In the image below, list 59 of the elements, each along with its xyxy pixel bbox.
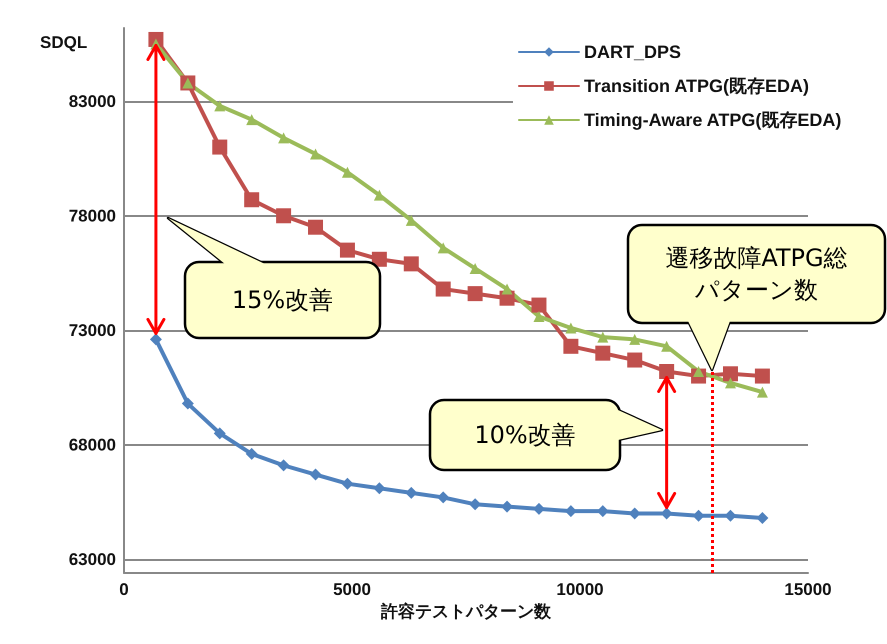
point bbox=[595, 346, 610, 361]
point bbox=[565, 322, 576, 334]
point bbox=[469, 498, 482, 510]
point bbox=[436, 282, 451, 297]
legend-label: DART_DPS bbox=[584, 42, 681, 62]
point bbox=[405, 486, 418, 499]
legend-label: Timing-Aware ATPG(既存EDA) bbox=[584, 110, 842, 130]
point bbox=[212, 140, 228, 155]
point bbox=[182, 398, 194, 410]
point bbox=[502, 284, 513, 295]
point bbox=[214, 100, 226, 112]
point bbox=[310, 468, 322, 481]
point bbox=[756, 386, 768, 398]
point bbox=[404, 256, 419, 272]
annotation: 10%改善 bbox=[474, 420, 576, 451]
y-tick-label: 63000 bbox=[68, 550, 116, 569]
point bbox=[214, 427, 226, 440]
point bbox=[627, 352, 642, 368]
point bbox=[437, 491, 450, 504]
point bbox=[470, 262, 481, 274]
point bbox=[533, 311, 544, 322]
point bbox=[754, 368, 770, 384]
point bbox=[373, 482, 386, 494]
point bbox=[597, 332, 608, 343]
y-axis-title: SDQL bbox=[40, 33, 88, 52]
x-tick-label: 5000 bbox=[333, 580, 371, 599]
point bbox=[342, 166, 353, 178]
point bbox=[278, 132, 290, 144]
point bbox=[244, 192, 260, 208]
point bbox=[563, 338, 578, 354]
point bbox=[531, 298, 546, 313]
point bbox=[438, 242, 449, 254]
point bbox=[150, 333, 162, 346]
point bbox=[372, 252, 387, 267]
point bbox=[246, 448, 258, 460]
point bbox=[308, 220, 324, 235]
x-axis-title: 許容テストパターン数 bbox=[380, 602, 552, 621]
y-tick-label: 68000 bbox=[68, 435, 116, 454]
point bbox=[374, 190, 385, 201]
point bbox=[629, 334, 640, 345]
point bbox=[468, 286, 483, 302]
x-tick-label: 15000 bbox=[784, 580, 832, 599]
y-tick-label: 73000 bbox=[68, 320, 116, 340]
x-tick-label: 10000 bbox=[556, 580, 604, 599]
point bbox=[722, 366, 738, 382]
x-tick-label: 0 bbox=[119, 580, 129, 599]
point bbox=[340, 242, 355, 258]
y-tick-label: 83000 bbox=[68, 92, 116, 111]
legend-label: Transition ATPG(既存EDA) bbox=[584, 76, 809, 96]
point bbox=[659, 364, 674, 379]
annotation: 遷移故障ATPG総パターン数 bbox=[664, 243, 849, 306]
point bbox=[341, 478, 354, 490]
point bbox=[276, 208, 292, 224]
y-tick-label: 78000 bbox=[68, 206, 116, 226]
point bbox=[724, 377, 736, 388]
point bbox=[278, 459, 290, 472]
point bbox=[246, 114, 258, 126]
annotation: 15%改善 bbox=[232, 285, 334, 316]
point bbox=[310, 148, 322, 160]
